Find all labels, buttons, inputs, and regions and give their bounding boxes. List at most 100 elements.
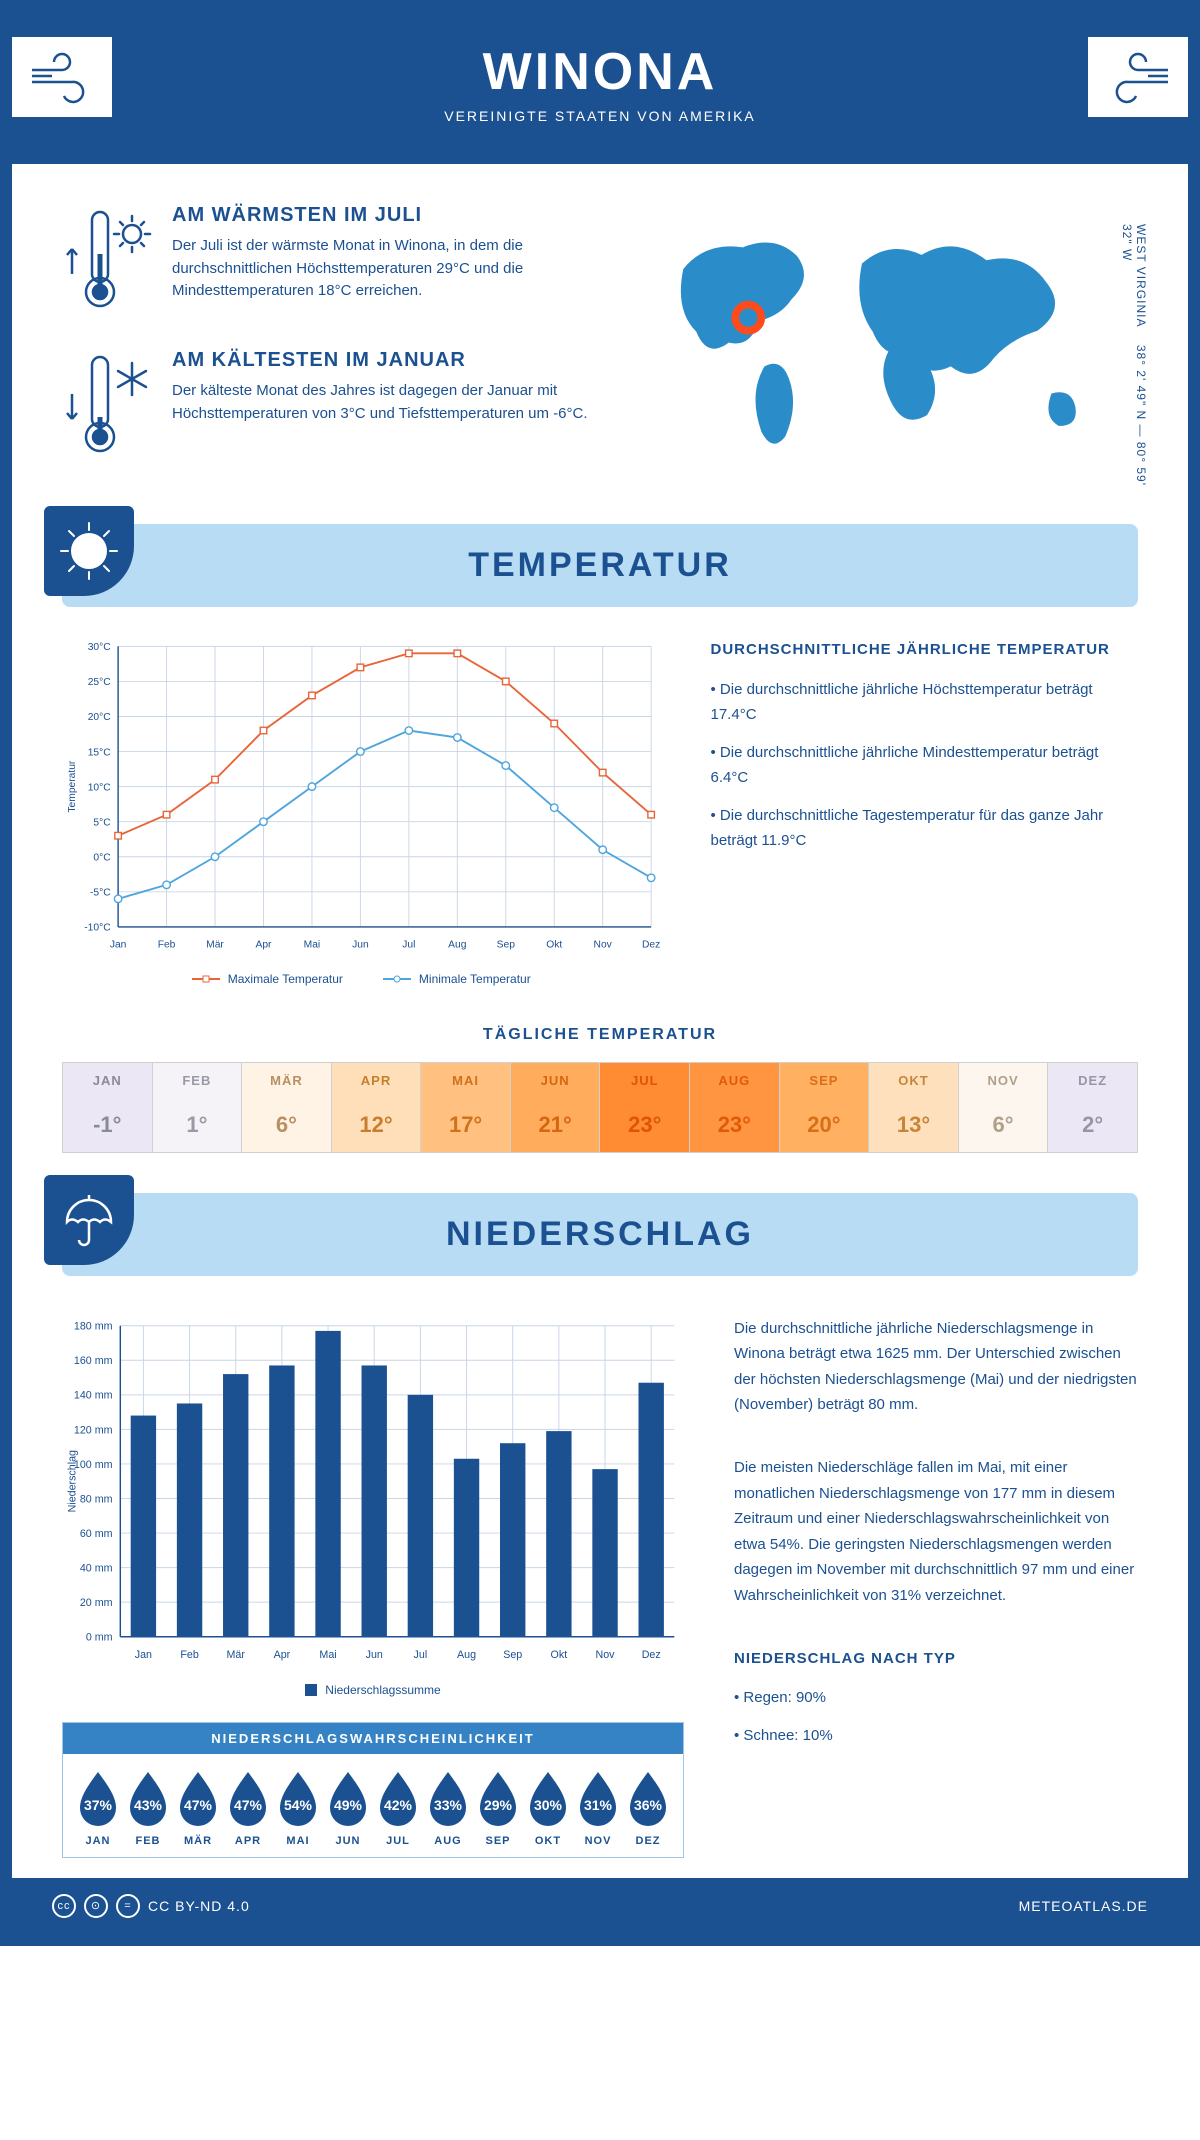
svg-text:20°C: 20°C (88, 712, 112, 723)
svg-text:47%: 47% (234, 1797, 263, 1813)
svg-text:Mär: Mär (227, 1649, 246, 1661)
precip-drop: 37%JAN (73, 1768, 123, 1847)
daily-cell: AUG23° (690, 1063, 780, 1152)
svg-text:Okt: Okt (546, 939, 562, 950)
daily-cell: SEP20° (780, 1063, 870, 1152)
svg-text:Jul: Jul (402, 939, 415, 950)
svg-text:80 mm: 80 mm (80, 1493, 113, 1505)
svg-text:Aug: Aug (457, 1649, 476, 1661)
precip-drop: 42%JUL (373, 1768, 423, 1847)
svg-text:43%: 43% (134, 1797, 163, 1813)
daily-cell: JUL23° (600, 1063, 690, 1152)
precip-drop: 54%MAI (273, 1768, 323, 1847)
svg-text:Mär: Mär (206, 939, 224, 950)
svg-text:54%: 54% (284, 1797, 313, 1813)
svg-text:Okt: Okt (551, 1649, 568, 1661)
cc-icon: cc (52, 1894, 76, 1918)
svg-text:42%: 42% (384, 1797, 413, 1813)
site-name: METEOATLAS.DE (1019, 1898, 1148, 1914)
by-icon: ⊙ (84, 1894, 108, 1918)
svg-text:Aug: Aug (448, 939, 467, 950)
svg-text:120 mm: 120 mm (74, 1424, 113, 1436)
svg-text:Mai: Mai (319, 1649, 336, 1661)
svg-text:20 mm: 20 mm (80, 1597, 113, 1609)
temperature-summary: DURCHSCHNITTLICHE JÄHRLICHE TEMPERATUR •… (711, 637, 1139, 986)
svg-text:25°C: 25°C (88, 677, 112, 688)
svg-text:Jan: Jan (110, 939, 127, 950)
svg-text:33%: 33% (434, 1797, 463, 1813)
coldest-title: AM KÄLTESTEN IM JANUAR (172, 349, 610, 372)
header: WINONA VEREINIGTE STAATEN VON AMERIKA (12, 12, 1188, 164)
svg-text:Mai: Mai (304, 939, 321, 950)
coldest-body: Der kälteste Monat des Jahres ist dagege… (172, 380, 610, 425)
infographic-page: WINONA VEREINIGTE STAATEN VON AMERIKA AM… (0, 0, 1200, 1946)
svg-text:Niederschlag: Niederschlag (67, 1450, 79, 1512)
intro-section: AM WÄRMSTEN IM JULI Der Juli ist der wär… (12, 164, 1188, 524)
daily-cell: NOV6° (959, 1063, 1049, 1152)
chart-legend: Maximale Temperatur Minimale Temperatur (62, 972, 661, 986)
svg-text:37%: 37% (84, 1797, 113, 1813)
svg-text:160 mm: 160 mm (74, 1355, 113, 1367)
svg-text:40 mm: 40 mm (80, 1562, 113, 1574)
svg-text:-5°C: -5°C (90, 888, 111, 899)
svg-text:10°C: 10°C (88, 782, 112, 793)
daily-temp-title: TÄGLICHE TEMPERATUR (12, 1026, 1188, 1044)
warmest-body: Der Juli ist der wärmste Monat in Winona… (172, 235, 610, 303)
svg-text:30%: 30% (534, 1797, 563, 1813)
precip-drop: 30%OKT (523, 1768, 573, 1847)
section-title: TEMPERATUR (92, 546, 1108, 585)
svg-text:Nov: Nov (596, 1649, 616, 1661)
country-subtitle: VEREINIGTE STAATEN VON AMERIKA (32, 108, 1168, 124)
daily-cell: DEZ2° (1048, 1063, 1137, 1152)
svg-text:Temperatur: Temperatur (67, 760, 78, 812)
svg-text:0 mm: 0 mm (86, 1632, 113, 1644)
warmest-title: AM WÄRMSTEN IM JULI (172, 204, 610, 227)
section-title: NIEDERSCHLAG (92, 1215, 1108, 1254)
precip-drop: 47%APR (223, 1768, 273, 1847)
wind-icon (1088, 37, 1188, 117)
chart-legend: Niederschlagssumme (62, 1683, 684, 1697)
svg-text:49%: 49% (334, 1797, 363, 1813)
svg-text:Jun: Jun (352, 939, 369, 950)
svg-text:Sep: Sep (503, 1649, 522, 1661)
sun-icon (44, 506, 134, 596)
svg-text:36%: 36% (634, 1797, 663, 1813)
svg-text:140 mm: 140 mm (74, 1390, 113, 1402)
precip-drop: 33%AUG (423, 1768, 473, 1847)
temperature-chart: -10°C-5°C0°C5°C10°C15°C20°C25°C30°CJanFe… (62, 637, 661, 986)
coordinates: WEST VIRGINIA 38° 2' 49" N — 80° 59' 32"… (1120, 224, 1148, 494)
daily-cell: MÄR6° (242, 1063, 332, 1152)
svg-text:180 mm: 180 mm (74, 1321, 113, 1333)
svg-text:Apr: Apr (255, 939, 272, 950)
svg-text:Nov: Nov (594, 939, 613, 950)
svg-text:30°C: 30°C (88, 642, 112, 653)
svg-text:15°C: 15°C (88, 747, 112, 758)
svg-text:Dez: Dez (642, 1649, 661, 1661)
svg-text:31%: 31% (584, 1797, 613, 1813)
svg-text:Dez: Dez (642, 939, 660, 950)
precip-drop: 49%JUN (323, 1768, 373, 1847)
svg-text:60 mm: 60 mm (80, 1528, 113, 1540)
svg-text:0°C: 0°C (93, 853, 111, 864)
svg-text:Jul: Jul (414, 1649, 428, 1661)
precipitation-summary: Die durchschnittliche jährliche Niedersc… (734, 1316, 1138, 1858)
precipitation-chart: 0 mm20 mm40 mm60 mm80 mm100 mm120 mm140 … (62, 1316, 684, 1858)
svg-text:Feb: Feb (180, 1649, 198, 1661)
world-map (640, 204, 1138, 444)
svg-text:5°C: 5°C (93, 817, 111, 828)
precip-drop: 47%MÄR (173, 1768, 223, 1847)
temperature-banner: TEMPERATUR (62, 524, 1138, 607)
warmest-fact: AM WÄRMSTEN IM JULI Der Juli ist der wär… (62, 204, 610, 319)
svg-text:Sep: Sep (497, 939, 516, 950)
footer: cc ⊙ = CC BY-ND 4.0 METEOATLAS.DE (12, 1878, 1188, 1934)
precipitation-banner: NIEDERSCHLAG (62, 1193, 1138, 1276)
precip-drop: 43%FEB (123, 1768, 173, 1847)
wind-icon (12, 37, 112, 117)
nd-icon: = (116, 1894, 140, 1918)
precip-drop: 29%SEP (473, 1768, 523, 1847)
coldest-fact: AM KÄLTESTEN IM JANUAR Der kälteste Mona… (62, 349, 610, 464)
city-title: WINONA (32, 42, 1168, 102)
daily-cell: APR12° (332, 1063, 422, 1152)
precip-probability-panel: NIEDERSCHLAGSWAHRSCHEINLICHKEIT 37%JAN43… (62, 1722, 684, 1858)
svg-text:Apr: Apr (274, 1649, 291, 1661)
